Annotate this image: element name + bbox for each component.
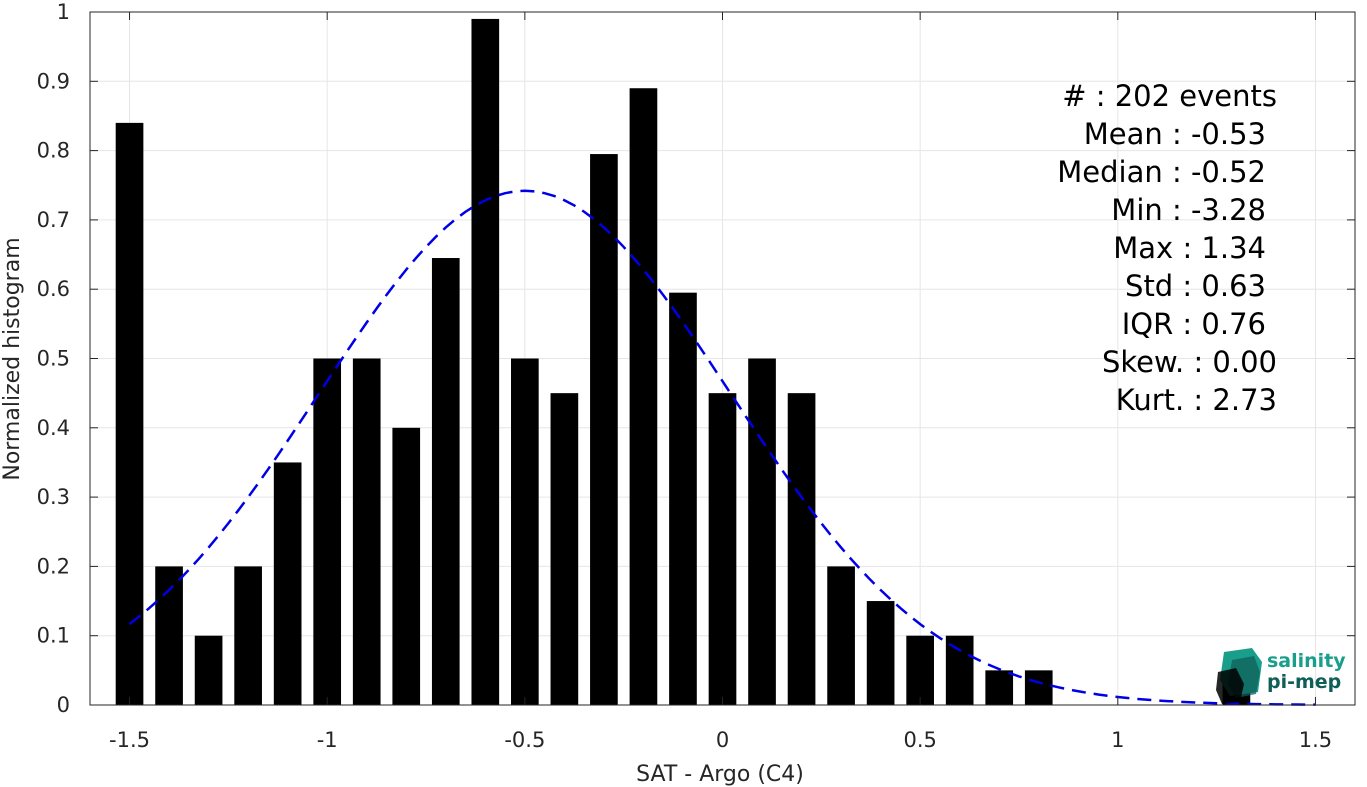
y-tick-label: 0.2 (37, 554, 70, 578)
y-tick-label: 0 (57, 693, 70, 717)
axis-ticks: -1.5 -1 -0.5 0 0.5 1 1.5 0 0.1 0.2 0.3 0.4 0.5 0.6 0.7… (37, 0, 1355, 752)
stat-max: Max : 1.34 (1113, 231, 1266, 265)
x-tick-label: -0.5 (504, 728, 545, 752)
y-tick-label: 0.8 (37, 139, 70, 163)
stat-skew: Skew. : 0.00 (1102, 345, 1277, 379)
x-axis-label: SAT - Argo (C4) (636, 762, 804, 787)
histogram-bar (313, 358, 342, 705)
histogram-bar (431, 258, 460, 705)
stat-events: # : 202 events (1062, 79, 1277, 113)
logo-text-pimep: pi-mep (1267, 671, 1341, 693)
stat-iqr: IQR : 0.76 (1122, 307, 1266, 341)
histogram-bar (234, 566, 262, 705)
y-tick-label: 0.7 (37, 208, 70, 232)
stat-median: Median : -0.52 (1057, 155, 1266, 189)
histogram-bar (115, 122, 144, 705)
stat-kurt: Kurt. : 2.73 (1116, 383, 1277, 417)
y-tick-label: 0.6 (37, 277, 70, 301)
histogram-bar (629, 88, 658, 706)
histogram-bar (787, 393, 816, 705)
x-tick-label: 0 (716, 728, 729, 752)
histogram-bar (590, 154, 618, 705)
histogram-bar (906, 635, 934, 705)
y-tick-label: 0.3 (37, 485, 70, 509)
x-tick-label: 0.5 (903, 728, 936, 752)
y-tick-label: 1 (57, 0, 70, 24)
logo-mark-icon (1216, 648, 1262, 704)
stat-min: Min : -3.28 (1111, 193, 1266, 227)
histogram-bar (866, 601, 895, 705)
histogram-bar (827, 566, 855, 705)
logo-text-salinity: salinity (1267, 650, 1346, 672)
histogram-bar (1024, 670, 1053, 705)
stats-box: # : 202 events Mean : -0.53 Median : -0.… (1057, 79, 1277, 417)
histogram-bar (985, 670, 1014, 705)
y-tick-label: 0.4 (37, 416, 70, 440)
y-tick-label: 0.9 (37, 69, 70, 93)
histogram-bar (511, 358, 539, 705)
normal-fit-curve (128, 189, 1316, 706)
histogram-bar (708, 393, 737, 705)
x-tick-label: 1.5 (1299, 728, 1332, 752)
histogram-bar (392, 427, 421, 705)
stat-mean: Mean : -0.53 (1084, 117, 1266, 151)
salinity-pimep-logo: salinity pi-mep (1216, 648, 1346, 704)
histogram-bar (273, 462, 302, 705)
y-tick-label: 0.5 (37, 347, 70, 371)
x-tick-label: -1.5 (109, 728, 150, 752)
histogram-bar (194, 635, 223, 705)
histogram-bars (115, 18, 1251, 706)
histogram-bar (550, 393, 579, 705)
histogram-bar (748, 358, 776, 705)
histogram-bar (669, 292, 697, 705)
histogram-bar (352, 358, 381, 705)
y-tick-label: 0.1 (37, 624, 70, 648)
histogram-bar (945, 635, 974, 705)
stat-std: Std : 0.63 (1125, 269, 1266, 303)
x-tick-label: 1 (1111, 728, 1124, 752)
y-axis-label: Normalized histogram (0, 237, 25, 480)
histogram-bar (471, 18, 500, 706)
histogram-bar (155, 566, 183, 705)
x-tick-label: -1 (317, 728, 338, 752)
